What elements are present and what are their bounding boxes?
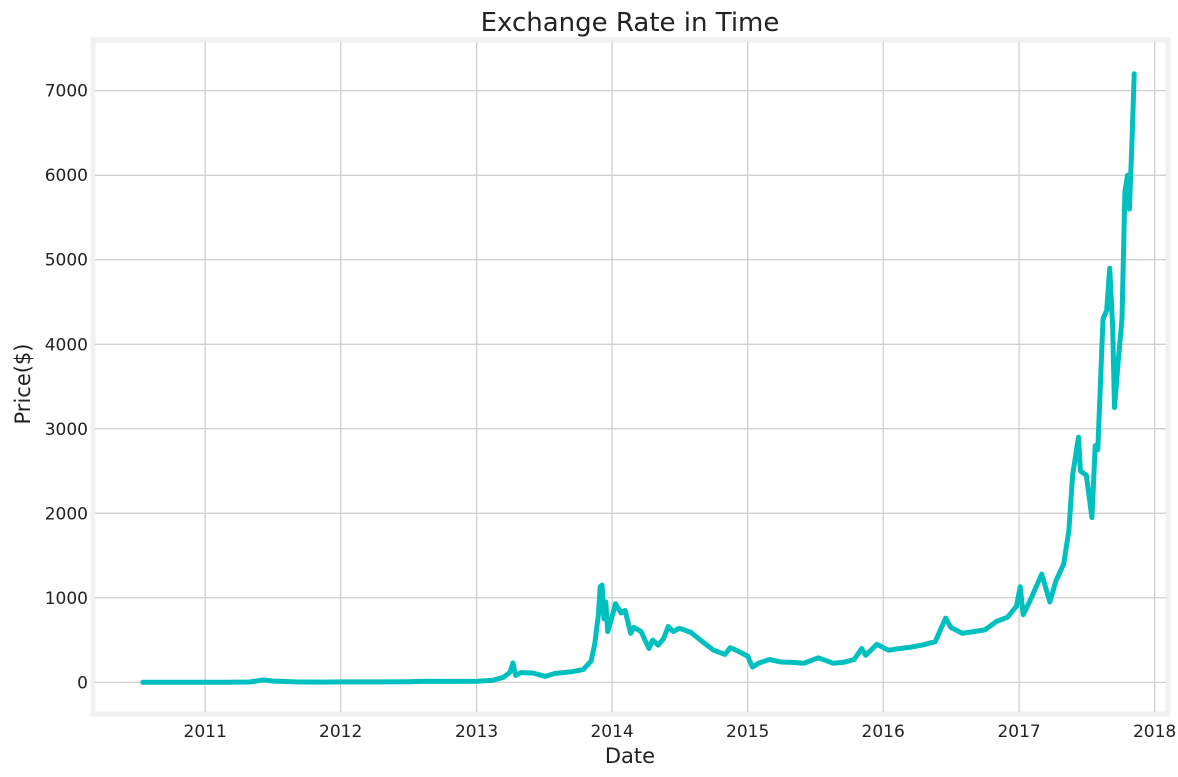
x-tick-label: 2018 xyxy=(1133,722,1176,742)
y-axis-label: Price($) xyxy=(11,344,35,425)
series-layer xyxy=(140,71,1137,685)
y-tick-label: 2000 xyxy=(45,504,88,524)
x-gridlines xyxy=(204,42,1156,712)
x-tick-label: 2015 xyxy=(726,722,769,742)
y-tick-label: 4000 xyxy=(45,335,88,355)
plot-frame xyxy=(90,37,1171,717)
y-tick-label: 1000 xyxy=(45,589,88,609)
y-tick-label: 6000 xyxy=(45,166,88,186)
y-tick-label: 3000 xyxy=(45,420,88,440)
y-tick-label: 7000 xyxy=(45,82,88,102)
x-tick-label: 2013 xyxy=(455,722,498,742)
x-tick-label: 2014 xyxy=(590,722,633,742)
x-axis-label: Date xyxy=(605,744,655,768)
x-tick-label: 2012 xyxy=(319,722,362,742)
y-tick-labels: 0 1000 2000 3000 4000 5000 6000 7000 xyxy=(45,82,88,694)
y-tick-label: 0 xyxy=(77,673,88,693)
y-gridlines xyxy=(95,90,1166,683)
y-tick-label: 5000 xyxy=(45,251,88,271)
chart-title: Exchange Rate in Time xyxy=(481,8,780,38)
x-tick-label: 2016 xyxy=(862,722,905,742)
price-series-line xyxy=(140,71,1137,685)
x-tick-label: 2011 xyxy=(184,722,227,742)
x-tick-labels: 2011 2012 2013 2014 2015 2016 2017 2018 xyxy=(184,722,1177,742)
x-tick-label: 2017 xyxy=(997,722,1040,742)
